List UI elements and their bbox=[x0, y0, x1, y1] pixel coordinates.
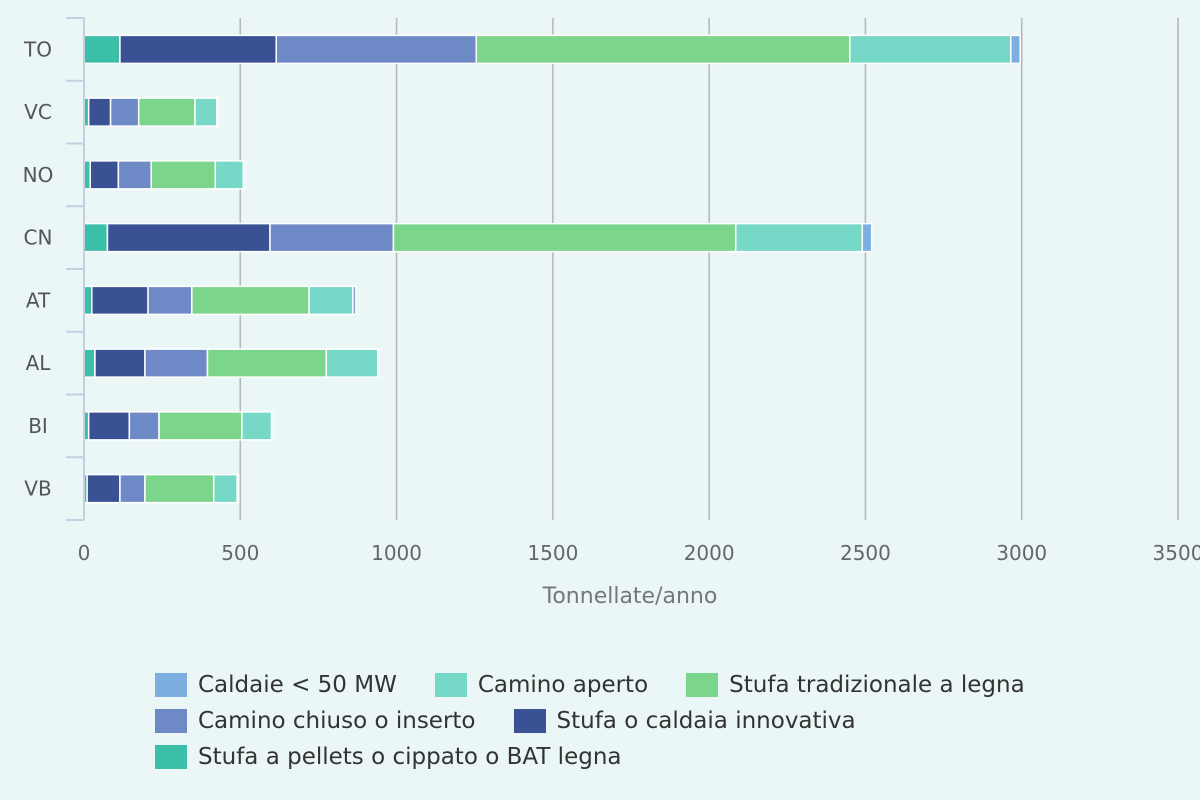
legend-item[interactable]: Caldaie < 50 MW bbox=[155, 672, 397, 698]
bar-segment bbox=[241, 411, 273, 441]
y-tick-label: CN bbox=[24, 226, 53, 250]
bar-segment bbox=[117, 160, 152, 190]
legend-label: Stufa a pellets o cippato o BAT legna bbox=[198, 744, 622, 770]
bar-segment bbox=[734, 222, 864, 253]
bar-segment bbox=[377, 348, 381, 378]
legend-swatch bbox=[686, 673, 719, 697]
bar-segment bbox=[270, 411, 274, 441]
y-tick-label: BI bbox=[28, 414, 48, 438]
y-tick-label: VC bbox=[24, 100, 52, 124]
legend-swatch bbox=[513, 709, 546, 733]
bar-segment bbox=[1010, 34, 1021, 65]
bar-segment bbox=[325, 348, 379, 378]
bar-segment bbox=[206, 348, 327, 378]
legend-row: Stufa a pellets o cippato o BAT legna bbox=[155, 739, 1063, 775]
bar-segment bbox=[236, 473, 240, 504]
bar-segment bbox=[94, 348, 146, 378]
legend-swatch bbox=[155, 673, 187, 697]
x-tick-label: 1000 bbox=[371, 541, 422, 565]
bar-segment bbox=[87, 97, 112, 127]
bar-segment bbox=[242, 160, 246, 190]
y-tick-label: NO bbox=[23, 163, 54, 187]
bar-segment bbox=[392, 222, 737, 253]
bar-segment bbox=[861, 222, 873, 253]
legend-item[interactable]: Stufa tradizionale a legna bbox=[686, 672, 1025, 698]
legend-item[interactable]: Camino chiuso o inserto bbox=[155, 708, 476, 734]
bar-segment bbox=[91, 285, 149, 316]
bar-segment bbox=[106, 222, 271, 253]
bar-segment bbox=[212, 473, 238, 504]
bar-chart: 0 500 1000 1500 2000 2500 3000 3500 TO VC NO CN AT AL… bbox=[23, 17, 1200, 609]
bar-segment bbox=[83, 348, 96, 378]
y-tick-label: AT bbox=[26, 288, 51, 312]
bar-segment bbox=[216, 97, 220, 127]
bar-segment bbox=[269, 222, 395, 253]
y-tick-label: TO bbox=[23, 37, 52, 61]
bar-segment bbox=[83, 222, 109, 253]
bar-segment bbox=[144, 348, 209, 378]
x-tick-label: 2500 bbox=[840, 541, 891, 565]
x-axis-label: Tonnellate/anno bbox=[542, 584, 718, 609]
legend-item[interactable]: Stufa a pellets o cippato o BAT legna bbox=[155, 744, 622, 770]
legend-label: Camino aperto bbox=[477, 672, 649, 698]
bar-segment bbox=[83, 285, 93, 316]
legend-label: Caldaie < 50 MW bbox=[198, 672, 397, 698]
bar-segment bbox=[86, 473, 121, 504]
x-tick-label: 0 bbox=[78, 541, 91, 565]
y-tick-label: AL bbox=[26, 351, 52, 375]
bar-segment bbox=[89, 160, 120, 190]
y-tick-label: VB bbox=[24, 477, 51, 501]
bar-segment bbox=[119, 34, 277, 65]
legend-swatch bbox=[155, 709, 187, 733]
x-tick-label: 3000 bbox=[996, 541, 1047, 565]
legend-swatch bbox=[434, 673, 467, 697]
legend-label: Stufa tradizionale a legna bbox=[729, 672, 1025, 698]
legend: Caldaie < 50 MW Camino aperto Stufa tradiz… bbox=[155, 667, 1063, 775]
legend-item[interactable]: Camino aperto bbox=[434, 672, 649, 698]
bar-segment bbox=[191, 285, 310, 316]
bar-segment bbox=[214, 160, 245, 190]
bar-segment bbox=[352, 285, 357, 316]
legend-label: Camino chiuso o inserto bbox=[198, 708, 476, 734]
bar-segment bbox=[849, 34, 1012, 65]
bar-segment bbox=[194, 97, 218, 127]
bar-segment bbox=[158, 411, 243, 441]
bar-segment bbox=[144, 473, 215, 504]
legend-label: Stufa o caldaia innovativa bbox=[556, 708, 856, 734]
bar-segment bbox=[150, 160, 217, 190]
bar-segment bbox=[308, 285, 354, 316]
x-tick-label: 1500 bbox=[527, 541, 578, 565]
x-tick-label: 3500 bbox=[1153, 541, 1200, 565]
bar-segment bbox=[87, 411, 131, 441]
x-tick-label: 2000 bbox=[684, 541, 735, 565]
x-tick-label: 500 bbox=[221, 541, 259, 565]
legend-row: Camino chiuso o inserto Stufa o caldaia i… bbox=[155, 703, 1063, 739]
bar-segment bbox=[128, 411, 160, 441]
bar-segment bbox=[83, 34, 121, 65]
legend-row: Caldaie < 50 MW Camino aperto Stufa tradiz… bbox=[155, 667, 1063, 703]
bar-segment bbox=[147, 285, 193, 316]
bar-segment bbox=[275, 34, 478, 65]
bar-segment bbox=[109, 97, 140, 127]
bar-segment bbox=[475, 34, 851, 65]
legend-swatch bbox=[155, 745, 187, 769]
legend-item[interactable]: Stufa o caldaia innovativa bbox=[513, 708, 856, 734]
bar-segment bbox=[119, 473, 146, 504]
bar-segment bbox=[137, 97, 196, 127]
